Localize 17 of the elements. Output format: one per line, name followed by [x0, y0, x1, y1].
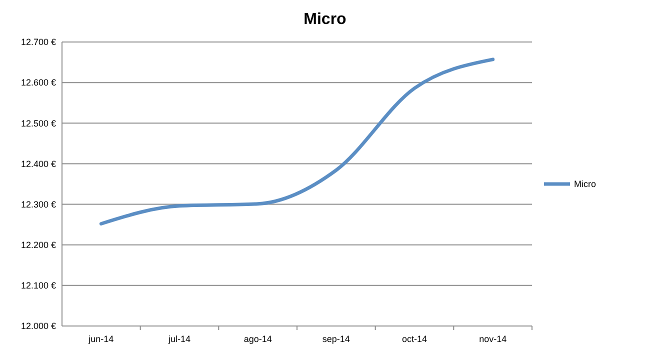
y-tick-label: 12.200 € — [20, 240, 56, 250]
legend-label: Micro — [574, 179, 596, 190]
y-tick-label: 12.100 € — [20, 280, 56, 291]
x-tick-label: oct-14 — [402, 334, 428, 344]
y-tick-label: 12.300 € — [20, 199, 56, 210]
chart-title: Micro — [304, 11, 347, 28]
y-tick-label: 12.400 € — [20, 158, 56, 169]
x-tick-label: sep-14 — [322, 334, 350, 344]
x-tick-label: nov-14 — [479, 334, 507, 344]
x-tick-label: ago-14 — [244, 334, 272, 344]
y-tick-label: 12.000 € — [20, 321, 56, 332]
line-series — [99, 58, 495, 226]
y-tick-label: 12.700 € — [20, 37, 56, 48]
y-tick-label: 12.500 € — [20, 118, 56, 128]
y-tick-label: 12.600 € — [20, 78, 56, 88]
x-tick-label: jul-14 — [167, 334, 191, 344]
x-tick-label: jun-14 — [88, 334, 114, 344]
